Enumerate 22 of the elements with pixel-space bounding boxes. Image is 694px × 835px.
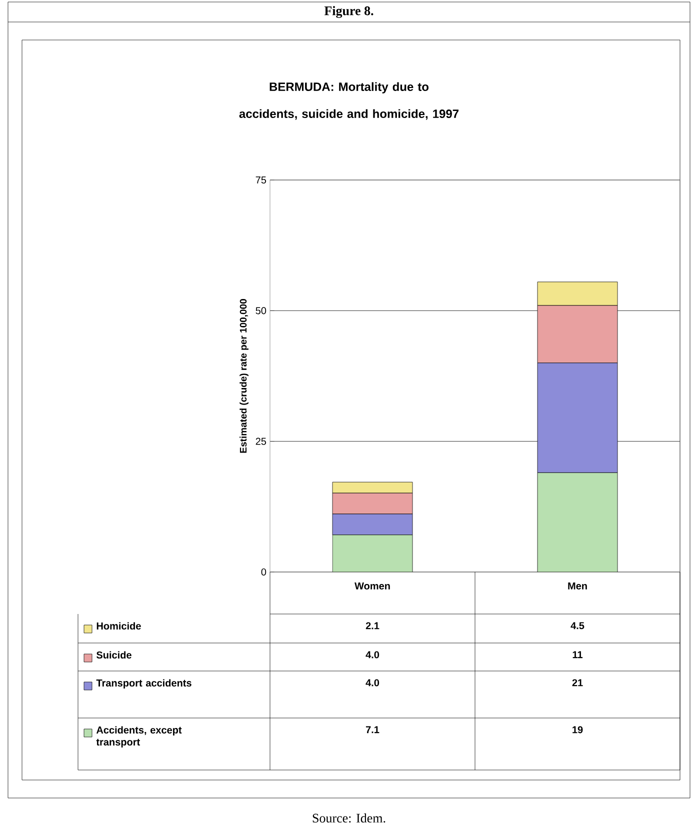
legend-label: Accidents, except transport (96, 726, 182, 748)
y-tick-label: 50 (256, 307, 266, 314)
data-label: 4.0 (366, 651, 380, 658)
y-tick-label: 25 (256, 438, 266, 445)
source-note: Source: Idem. (312, 813, 386, 823)
data-label: 2.1 (366, 622, 380, 630)
legend-label: Transport accidents (96, 679, 192, 689)
y-tick-label: 75 (256, 176, 266, 184)
data-label: 11 (572, 651, 583, 658)
data-label: 19 (572, 726, 583, 734)
legend-label: Homicide (96, 622, 141, 630)
data-label: 7.1 (366, 726, 380, 734)
y-axis-title: Estimated (crude) rate per 100,000 (240, 299, 248, 453)
legend-label: Suicide (96, 651, 132, 659)
x-tick-label: Women (354, 582, 390, 590)
data-label: 4.5 (570, 622, 584, 630)
chart-title: BERMUDA: Mortality due to accidents, suicide and homicide, 1997 (239, 82, 459, 120)
data-label: 4.0 (366, 679, 380, 686)
y-tick-label: 0 (261, 568, 266, 576)
caption: Figure 8. (324, 6, 374, 18)
x-tick-label: Men (568, 582, 587, 590)
data-label: 21 (572, 679, 583, 686)
